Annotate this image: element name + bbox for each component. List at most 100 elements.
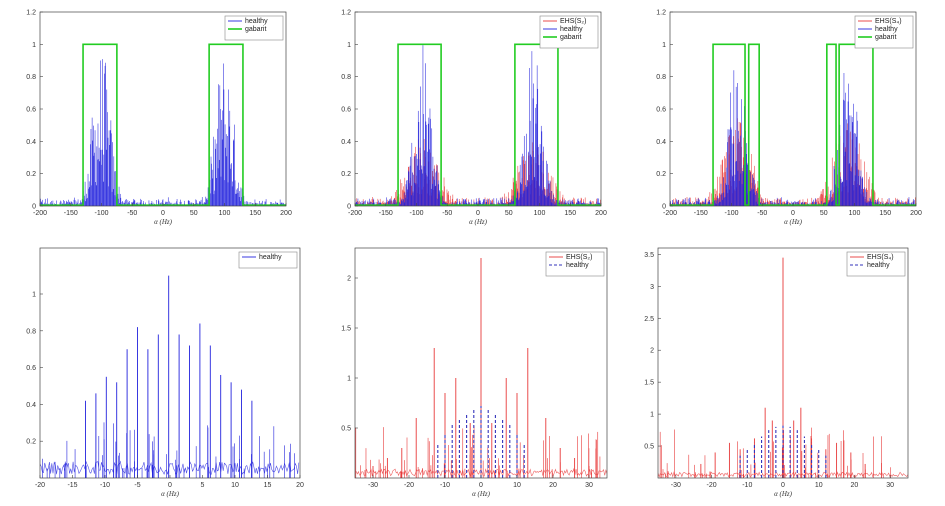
- x-tick-label: -20: [404, 482, 414, 489]
- plot-area: [40, 275, 300, 478]
- legend-label: healthy: [245, 18, 268, 25]
- x-tick-label: 0: [479, 482, 483, 489]
- x-tick-label: -10: [440, 482, 450, 489]
- subplot-p6: -30 -20 -10 0 10 20 30 0.5 1 1.5 2 2.5 3 3.5 α (Hz) EHS…: [644, 247, 909, 498]
- y-tick-label: 0.2: [26, 439, 36, 446]
- x-axis-label: α (Hz): [469, 218, 488, 226]
- subplot-p3: -200 -150 -100 -50 0 50 100 150 200 0 0.2 0.4 0.6 0.8…: [656, 10, 922, 227]
- gabarit-mask: [670, 43, 916, 206]
- y-tick-label: 2: [650, 348, 654, 355]
- y-tick-label: 0.5: [644, 444, 654, 451]
- x-tick-label: 30: [886, 482, 894, 489]
- legend: EHS(S₂)healthy: [545, 251, 605, 277]
- legend-label: gabarit: [245, 26, 266, 33]
- x-tick-label: -100: [94, 210, 108, 217]
- y-tick-label: 0: [662, 204, 666, 211]
- y-tick-label: 0.6: [341, 107, 351, 114]
- noise-floor-healthy: [40, 460, 300, 475]
- y-tick-label: 0.8: [656, 74, 666, 81]
- y-tick-label: 1: [650, 412, 654, 419]
- y-tick-label: 1.2: [656, 10, 666, 17]
- legend-label: healthy: [566, 262, 589, 269]
- x-tick-label: -30: [368, 482, 378, 489]
- x-tick-label: 50: [820, 210, 828, 217]
- legend-label: healthy: [875, 26, 898, 33]
- x-tick-label: 200: [910, 210, 922, 217]
- legend-label: EHS(S₂): [566, 254, 592, 261]
- legend-box: [846, 251, 906, 277]
- legend-box: [238, 251, 298, 269]
- y-tick-label: 0.2: [26, 171, 36, 178]
- x-tick-label: -100: [724, 210, 738, 217]
- y-tick-label: 0.6: [26, 365, 36, 372]
- x-tick-label: -200: [348, 210, 362, 217]
- x-tick-label: 0: [161, 210, 165, 217]
- axes-frame: [39, 247, 301, 479]
- x-tick-label: -10: [100, 482, 110, 489]
- x-axis-label: α (Hz): [472, 490, 491, 498]
- x-tick-label: 50: [505, 210, 513, 217]
- y-tick-label: 0.6: [656, 107, 666, 114]
- x-tick-label: 30: [585, 482, 593, 489]
- y-tick-label: 1: [347, 376, 351, 383]
- y-tick-label: 1: [662, 42, 666, 49]
- legend: EHS(S₄)healthy: [846, 251, 906, 277]
- x-tick-label: -30: [671, 482, 681, 489]
- x-tick-label: -5: [134, 482, 140, 489]
- x-tick-label: -20: [35, 482, 45, 489]
- y-tick-label: 1.2: [26, 10, 36, 17]
- y-tick-label: 0.2: [341, 171, 351, 178]
- x-tick-label: -100: [409, 210, 423, 217]
- x-tick-label: 150: [249, 210, 261, 217]
- x-tick-label: -15: [67, 482, 77, 489]
- axes-frame: [39, 11, 287, 207]
- x-tick-label: 20: [851, 482, 859, 489]
- legend-box: [224, 15, 284, 41]
- x-tick-label: 20: [296, 482, 304, 489]
- plot-area: [355, 43, 601, 206]
- legend-label: gabarit: [875, 34, 896, 41]
- x-tick-label: 0: [791, 210, 795, 217]
- y-tick-label: 0: [347, 204, 351, 211]
- x-tick-label: -150: [64, 210, 78, 217]
- legend-label: healthy: [259, 254, 282, 261]
- x-axis-label: α (Hz): [154, 218, 173, 226]
- x-tick-label: 0: [168, 482, 172, 489]
- y-tick-label: 3: [650, 284, 654, 291]
- x-tick-label: -20: [707, 482, 717, 489]
- x-tick-label: -50: [442, 210, 452, 217]
- x-tick-label: 10: [815, 482, 823, 489]
- y-tick-label: 0.4: [656, 139, 666, 146]
- subplot-p4: -20 -15 -10 -5 0 5 10 15 20 0.2 0.4 0.6 0.8 1 α (Hz) he…: [26, 247, 304, 498]
- subplot-p5: -30 -20 -10 0 10 20 30 0.5 1 1.5 2 α (Hz) EHS(S₂)hea…: [341, 247, 608, 498]
- y-tick-label: 0.5: [341, 426, 351, 433]
- x-tick-label: -50: [757, 210, 767, 217]
- y-tick-label: 0.8: [341, 74, 351, 81]
- y-tick-label: 0.8: [26, 74, 36, 81]
- plot-area: [658, 257, 908, 478]
- x-tick-label: 200: [595, 210, 607, 217]
- y-tick-label: 1.2: [341, 10, 351, 17]
- x-tick-label: 10: [513, 482, 521, 489]
- y-tick-label: 0: [32, 204, 36, 211]
- y-tick-label: 0.4: [341, 139, 351, 146]
- x-tick-label: 5: [201, 482, 205, 489]
- x-tick-label: -10: [742, 482, 752, 489]
- legend-box: [545, 251, 605, 277]
- x-tick-label: 50: [190, 210, 198, 217]
- legend-label: healthy: [560, 26, 583, 33]
- subplot-p2: -200 -150 -100 -50 0 50 100 150 200 0 0.2 0.4 0.6 0.8…: [341, 10, 607, 227]
- y-tick-label: 0.6: [26, 107, 36, 114]
- y-tick-label: 0.8: [26, 328, 36, 335]
- plot-area: [355, 258, 607, 478]
- legend-label: EHS(S₄): [875, 18, 902, 25]
- y-tick-label: 1.5: [341, 326, 351, 333]
- y-tick-label: 2: [347, 276, 351, 283]
- x-axis-label: α (Hz): [774, 490, 793, 498]
- legend-label: EHS(S₄): [867, 254, 894, 261]
- x-tick-label: 150: [879, 210, 891, 217]
- x-axis-label: α (Hz): [161, 490, 180, 498]
